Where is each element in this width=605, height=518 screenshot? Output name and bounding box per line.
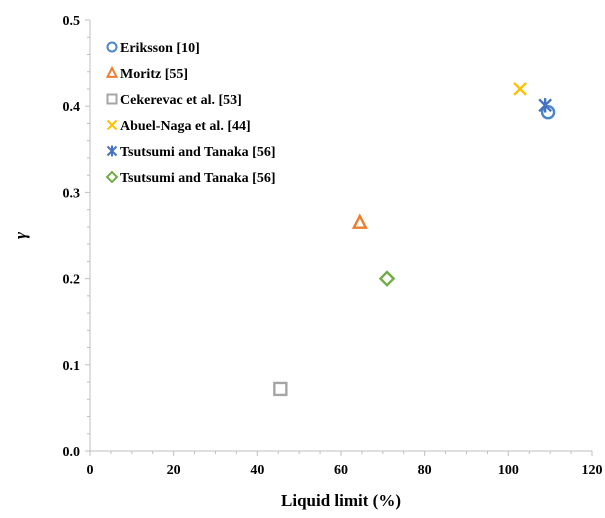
x-axis-title: Liquid limit (%)	[281, 491, 401, 510]
legend-marker-square	[106, 93, 118, 105]
y-tick-label: 0.5	[63, 14, 81, 29]
legend-label: Tsutsumi and Tanaka [56]	[120, 171, 276, 186]
legend-label: Moritz [55]	[120, 67, 188, 82]
legend-label: Cekerevac et al. [53]	[120, 93, 242, 108]
y-tick-label: 0.3	[63, 186, 81, 201]
x-tick-label: 0	[87, 463, 94, 478]
data-point-square	[273, 381, 288, 397]
legend-label: Abuel-Naga et al. [44]	[120, 119, 251, 134]
legend-label: Tsutsumi and Tanaka [56]	[120, 145, 276, 160]
data-points	[273, 82, 556, 397]
y-tick-label: 0.2	[63, 273, 81, 288]
data-point-star	[538, 98, 552, 113]
data-point-circle	[540, 105, 556, 120]
y-tick-label: 0.4	[63, 100, 81, 115]
data-point-x	[513, 82, 527, 96]
x-tick-label: 120	[582, 463, 603, 478]
legend-marker-circle	[106, 41, 118, 53]
x-tick-label: 60	[334, 463, 348, 478]
legend: Eriksson [10] Moritz [55] Cekerevac et al.…	[105, 41, 276, 186]
x-tick-label: 100	[498, 463, 519, 478]
data-point-diamond	[378, 270, 396, 287]
legend-marker-star	[106, 145, 118, 157]
y-tick-label: 0.0	[63, 445, 81, 460]
legend-marker-x	[106, 119, 118, 131]
y-axis-title: γ	[11, 231, 30, 239]
legend-marker-diamond	[105, 170, 119, 184]
x-tick-label: 40	[250, 463, 264, 478]
x-tick-label: 80	[418, 463, 432, 478]
legend-label: Eriksson [10]	[120, 41, 200, 56]
data-point-triangle	[351, 213, 368, 229]
legend-marker-triangle	[105, 65, 119, 78]
x-tick-label: 20	[167, 463, 181, 478]
y-tick-label: 0.1	[63, 359, 81, 374]
ticks: 0 20 40 60 80 100 120 0.0 0.1 0.2 0.3 0.4 0.5	[63, 14, 603, 478]
